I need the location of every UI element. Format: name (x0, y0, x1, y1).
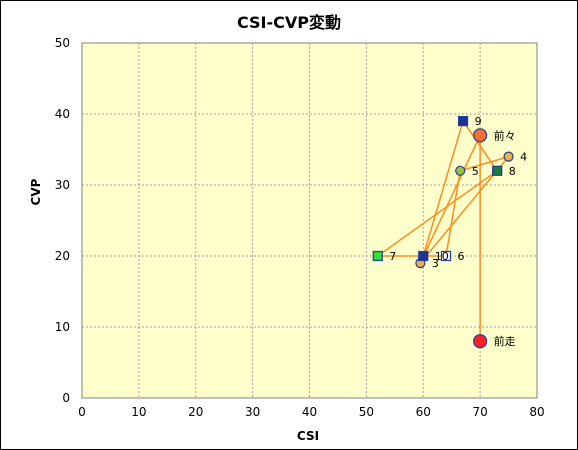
data-point (457, 115, 469, 127)
data-point (455, 165, 466, 176)
data-point (473, 128, 488, 143)
point-label: 4 (520, 151, 527, 164)
point-label: 前々 (494, 128, 516, 142)
chart-title: CSI-CVP変動 (237, 13, 341, 32)
y-tick-label: 0 (62, 391, 70, 405)
points (372, 115, 514, 349)
x-tick-label: 10 (131, 405, 146, 419)
y-tick-label: 50 (55, 36, 70, 50)
data-point (418, 250, 429, 262)
y-tick-label: 10 (55, 320, 70, 334)
x-tick-label: 80 (529, 405, 544, 419)
x-tick-label: 20 (188, 405, 203, 419)
y-ticks: 0 10 20 30 40 50 (55, 36, 70, 405)
y-tick-label: 20 (55, 249, 70, 263)
data-point (473, 334, 488, 349)
y-tick-label: 30 (55, 178, 70, 192)
x-tick-label: 0 (78, 405, 86, 419)
path-segment (462, 120, 498, 172)
point-label: 9 (475, 115, 482, 128)
x-tick-label: 50 (359, 405, 374, 419)
y-axis-title: CVP (29, 178, 43, 205)
x-tick-label: 40 (302, 405, 317, 419)
data-point (503, 151, 514, 162)
x-ticks: 0 10 20 30 40 50 60 70 80 (78, 405, 544, 419)
point-label: 6 (458, 250, 465, 263)
path-segment (422, 120, 464, 257)
point-label: 3 (432, 257, 439, 270)
path-segment (419, 134, 481, 264)
data-point (492, 165, 503, 176)
point-labels: 前走 前々 3 4 5 6 7 8 9 10 (389, 115, 527, 348)
point-label: 5 (472, 165, 479, 178)
x-axis-title: CSI (297, 429, 319, 443)
point-label: 7 (389, 250, 396, 263)
data-point (372, 250, 383, 262)
y-tick-label: 40 (55, 107, 70, 121)
x-tick-label: 70 (472, 405, 487, 419)
x-tick-label: 60 (416, 405, 431, 419)
x-tick-label: 30 (245, 405, 260, 419)
point-label: 前走 (494, 334, 516, 348)
plot-border (81, 42, 538, 399)
point-label: 8 (509, 165, 516, 178)
point-label: 10 (435, 250, 449, 263)
path-segment (377, 170, 498, 257)
path-segment (460, 155, 509, 172)
path-segment (445, 170, 461, 257)
data-point (440, 250, 452, 262)
